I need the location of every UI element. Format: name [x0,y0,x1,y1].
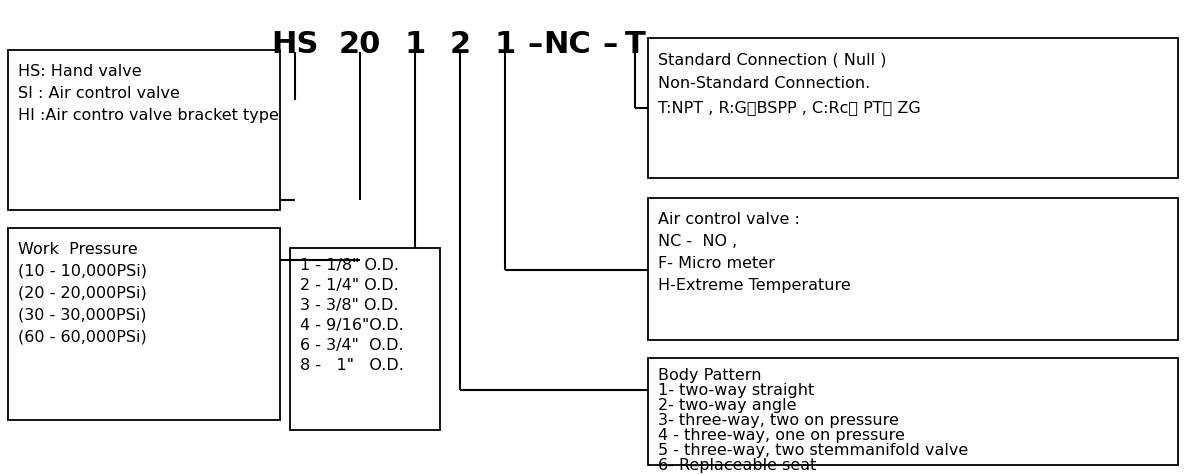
Text: 2 - 1/4" O.D.: 2 - 1/4" O.D. [300,278,399,293]
Text: Air control valve :: Air control valve : [658,212,800,227]
Text: Standard Connection ( Null ): Standard Connection ( Null ) [658,52,887,67]
Text: Work  Pressure: Work Pressure [18,242,138,257]
Text: 1- two-way straight: 1- two-way straight [658,383,814,398]
Text: (10 - 10,000PSi): (10 - 10,000PSi) [18,264,147,279]
Text: 20: 20 [338,30,381,59]
Text: 6 - 3/4"  O.D.: 6 - 3/4" O.D. [300,338,404,353]
Text: –: – [527,30,542,59]
Text: 1: 1 [494,30,515,59]
Text: 1: 1 [405,30,426,59]
Text: 1 - 1/8" O.D.: 1 - 1/8" O.D. [300,258,399,273]
Text: T:NPT , R:G、BSPP , C:Rc、 PT、 ZG: T:NPT , R:G、BSPP , C:Rc、 PT、 ZG [658,100,921,115]
Text: Non-Standard Connection.: Non-Standard Connection. [658,76,870,91]
Text: SI : Air control valve: SI : Air control valve [18,86,180,101]
Text: (30 - 30,000PSi): (30 - 30,000PSi) [18,308,146,323]
Bar [648,358,1178,465]
Text: 5 - three-way, two stemmanifold valve: 5 - three-way, two stemmanifold valve [658,443,969,458]
Text: F- Micro meter: F- Micro meter [658,256,775,271]
Text: (60 - 60,000PSi): (60 - 60,000PSi) [18,330,147,345]
Text: HI :Air contro valve bracket type: HI :Air contro valve bracket type [18,108,279,123]
Text: HS: Hand valve: HS: Hand valve [18,64,141,79]
Text: 3- three-way, two on pressure: 3- three-way, two on pressure [658,413,899,428]
Text: NC -  NO ,: NC - NO , [658,234,737,249]
Bar [648,38,1178,178]
Text: 8 -   1"   O.D.: 8 - 1" O.D. [300,358,404,373]
Text: H-Extreme Temperature: H-Extreme Temperature [658,278,851,293]
Bar [8,50,280,210]
Text: 4 - three-way, one on pressure: 4 - three-way, one on pressure [658,428,904,443]
Text: NC: NC [544,30,591,59]
Bar [290,248,440,430]
Text: 2: 2 [450,30,470,59]
Text: Body Pattern: Body Pattern [658,368,762,383]
Text: 6- Replaceable seat: 6- Replaceable seat [658,458,817,473]
Text: 4 - 9/16"O.D.: 4 - 9/16"O.D. [300,318,404,333]
Text: 2- two-way angle: 2- two-way angle [658,398,796,413]
Bar [8,228,280,420]
Bar [648,198,1178,340]
Text: –: – [602,30,617,59]
Text: 3 - 3/8" O.D.: 3 - 3/8" O.D. [300,298,399,313]
Text: (20 - 20,000PSi): (20 - 20,000PSi) [18,286,147,301]
Text: T: T [624,30,646,59]
Text: HS: HS [272,30,318,59]
